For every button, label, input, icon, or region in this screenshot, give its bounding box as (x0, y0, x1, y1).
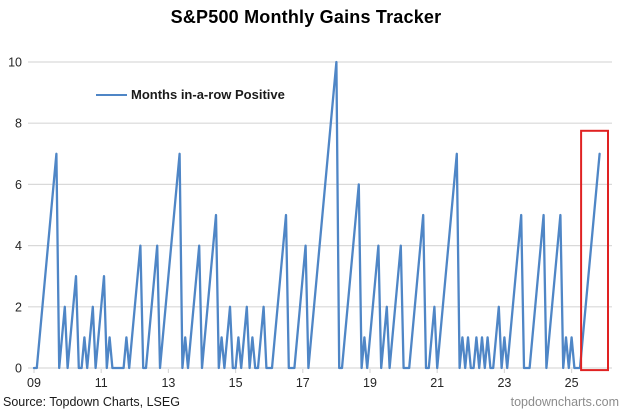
x-tick-label: 23 (497, 376, 511, 390)
x-tick-label: 15 (229, 376, 243, 390)
x-tick-label: 17 (296, 376, 310, 390)
gridlines (28, 61, 612, 369)
legend-line-swatch (96, 93, 127, 96)
x-tick-label: 11 (95, 376, 108, 390)
y-tick-label: 2 (15, 300, 22, 314)
x-tick-label: 25 (565, 376, 579, 390)
source-attribution: Source: Topdown Charts, LSEG (3, 395, 180, 409)
x-tick-label: 19 (363, 376, 377, 390)
x-tick-label: 21 (430, 376, 444, 390)
legend: Months in-a-row Positive (96, 87, 285, 102)
y-tick-label: 0 (15, 362, 22, 376)
y-tick-label: 10 (8, 56, 22, 70)
y-tick-label: 6 (15, 178, 22, 192)
chart-title: S&P500 Monthly Gains Tracker (170, 7, 442, 27)
series-line (32, 60, 601, 370)
x-tick-label: 13 (161, 376, 175, 390)
legend-label: Months in-a-row Positive (131, 87, 285, 102)
y-tick-label: 4 (15, 239, 22, 253)
y-tick-label: 8 (15, 117, 22, 131)
x-axis-labels: 09 11 13 15 17 19 21 23 25 (27, 369, 579, 390)
y-axis-labels: 0 2 4 6 8 10 (8, 56, 22, 376)
watermark: topdowncharts.com (510, 395, 619, 409)
highlight-box (580, 129, 609, 372)
x-tick-label: 09 (27, 376, 41, 390)
